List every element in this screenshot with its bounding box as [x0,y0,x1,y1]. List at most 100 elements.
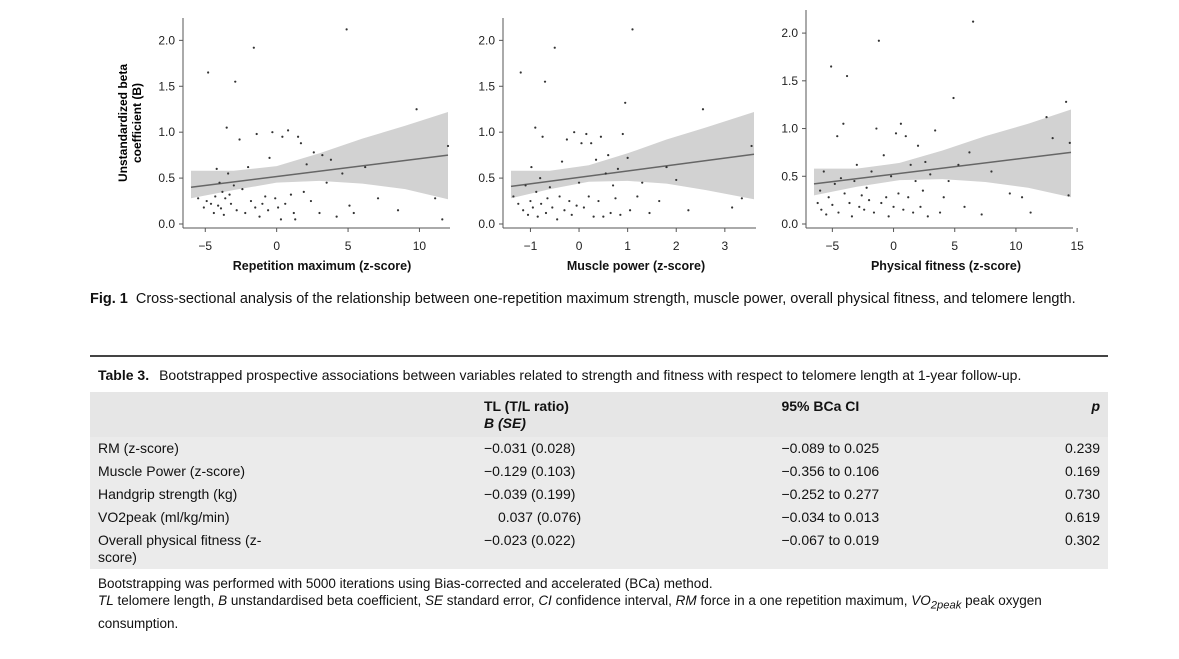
data-point [232,184,235,187]
abbr-se-def: standard error, [443,593,539,608]
trend-line [190,154,449,189]
data-point [839,177,843,180]
data-point [551,206,554,209]
data-point [441,218,444,221]
data-point [563,209,566,212]
data-point [352,211,355,215]
header-tl-sub: B (SE) [483,415,526,431]
data-point [990,170,993,173]
data-point [902,208,905,211]
y-axis-label-line2: coefficient (B) [130,83,144,163]
data-point [212,211,215,215]
data-point [636,195,639,198]
data-point [848,201,851,205]
row-p: 0.169 [1064,463,1100,479]
data-point [621,132,624,136]
data-point [396,209,400,212]
data-point [701,108,705,111]
x-tick-label: 0 [890,239,897,253]
footnote-bootstrap: Bootstrapping was performed with 5000 it… [98,576,713,591]
confidence-band [814,109,1071,198]
caption-label: Fig. 1 [90,291,128,307]
data-point [619,213,622,216]
data-point [924,160,927,164]
figure-1: 0.0 0.5 1.0 1.5 2.0 −5 0 5 10 0.0 0.5 1.0 1.5 2.0 −1 0 1… [0,0,1179,285]
x-tick-label: 10 [413,239,427,253]
data-point [276,206,280,209]
data-point [254,206,257,209]
header-ci-label: 95% BCa CI [781,398,860,414]
data-point [224,197,227,200]
data-point [909,163,912,166]
data-point [616,167,620,171]
data-point [517,202,520,205]
data-point [526,213,530,216]
data-point [853,179,856,183]
data-point [916,144,920,147]
data-point [929,173,932,176]
data-point [235,209,238,212]
table-row: Muscle Power (z-score) −0.129 (0.103) −0… [90,460,1108,483]
data-point [247,165,250,169]
x-tick-label: −1 [524,239,538,253]
data-point [968,151,971,154]
data-point [244,211,247,215]
data-point [221,190,224,193]
data-point [912,211,915,214]
data-point [843,192,846,195]
data-point [1068,141,1071,144]
y-axis-label-line1: Unstandardized beta [116,64,130,182]
data-point [215,167,218,171]
data-point [590,142,593,145]
data-point [219,207,223,210]
data-point [740,197,743,200]
data-point [919,205,922,208]
y-tick-label: 0.0 [781,217,798,231]
data-point [820,208,823,211]
row-variable: Muscle Power (z-score) [98,463,246,479]
data-point [894,132,898,135]
data-point [534,126,537,129]
data-point [345,28,348,31]
data-point [241,188,244,191]
x-tick-label: 1 [624,239,631,253]
trend-line [813,151,1072,185]
data-point [845,74,849,78]
header-ci: 95% BCa CI [773,392,1056,437]
data-point [568,199,571,203]
header-variable [90,392,476,437]
data-point [434,197,437,200]
data-point [614,197,617,200]
footnote-abbreviations: TL telomere length, B unstandardised bet… [98,592,1100,632]
data-point [687,209,690,212]
x-tick-label: 0 [273,239,280,253]
data-point [541,135,544,138]
data-point [544,211,548,215]
scatter-charts: 0.00.51.01.52.0−5 0 5 100.00.51.01.52.0−1 0 1… [116,10,1084,253]
chart3-xlabel: Physical fitness (z-score) [870,259,1022,273]
data-point [271,131,274,134]
table-footnote: Bootstrapping was performed with 5000 it… [90,569,1108,632]
data-point [597,199,600,203]
data-point [731,206,734,209]
header-p: p [1057,392,1108,437]
data-point [519,71,522,74]
data-point [214,195,217,198]
data-point [631,28,634,31]
table-title: Table 3. Bootstrapped prospective associa… [90,357,1108,392]
data-point [934,129,937,132]
y-tick-label: 0.0 [158,217,175,231]
data-point [957,163,960,166]
data-point [197,197,200,200]
data-point [1065,100,1068,103]
data-point [604,172,607,175]
data-point [529,199,532,203]
data-point [980,213,983,216]
x-tick-label: 5 [345,239,352,253]
row-ci: −0.356 to 0.106 [781,463,880,479]
data-point [831,203,834,207]
data-point [658,199,661,203]
data-point [556,218,559,221]
chart2-xlabel: Muscle power (z-score) [566,259,706,273]
data-point [592,215,595,218]
